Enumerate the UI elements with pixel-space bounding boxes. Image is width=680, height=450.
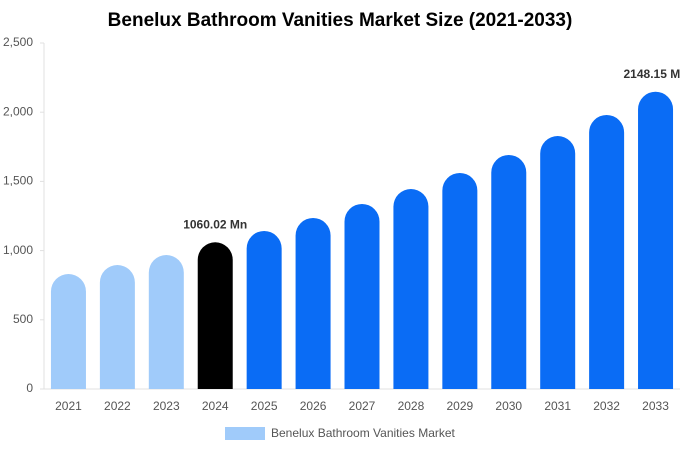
x-tick-label: 2027 <box>349 399 376 413</box>
x-tick-label: 2033 <box>642 399 669 413</box>
x-tick-label: 2024 <box>202 399 229 413</box>
bar <box>50 273 86 389</box>
y-tick-label: 2,500 <box>3 35 33 49</box>
bar <box>540 136 576 389</box>
bar <box>197 242 233 389</box>
y-tick-label: 500 <box>13 312 33 326</box>
x-tick-label: 2025 <box>251 399 278 413</box>
x-tick-label: 2023 <box>153 399 180 413</box>
y-tick-label: 0 <box>26 381 33 395</box>
x-tick-label: 2021 <box>55 399 82 413</box>
y-tick-label: 1,500 <box>3 174 33 188</box>
data-label: 1060.02 Mn <box>183 217 247 231</box>
x-tick-label: 2028 <box>398 399 425 413</box>
x-tick-label: 2022 <box>104 399 131 413</box>
bar <box>148 255 184 389</box>
x-tick-label: 2030 <box>495 399 522 413</box>
y-tick-label: 2,000 <box>3 104 33 118</box>
bar <box>344 203 380 389</box>
legend-label: Benelux Bathroom Vanities Market <box>271 426 456 440</box>
bar <box>295 217 331 389</box>
bar <box>638 91 674 389</box>
bar <box>246 230 282 389</box>
bar <box>442 172 478 389</box>
bar <box>99 264 135 389</box>
chart-title: Benelux Bathroom Vanities Market Size (2… <box>108 10 573 31</box>
y-tick-label: 1,000 <box>3 243 33 257</box>
x-tick-label: 2032 <box>593 399 620 413</box>
bar <box>589 114 625 389</box>
bar <box>491 154 527 389</box>
legend-swatch <box>225 427 265 440</box>
x-tick-label: 2026 <box>300 399 327 413</box>
bar <box>393 189 429 389</box>
x-tick-label: 2031 <box>544 399 571 413</box>
x-tick-label: 2029 <box>446 399 473 413</box>
data-label: 2148.15 Mn <box>624 67 680 81</box>
